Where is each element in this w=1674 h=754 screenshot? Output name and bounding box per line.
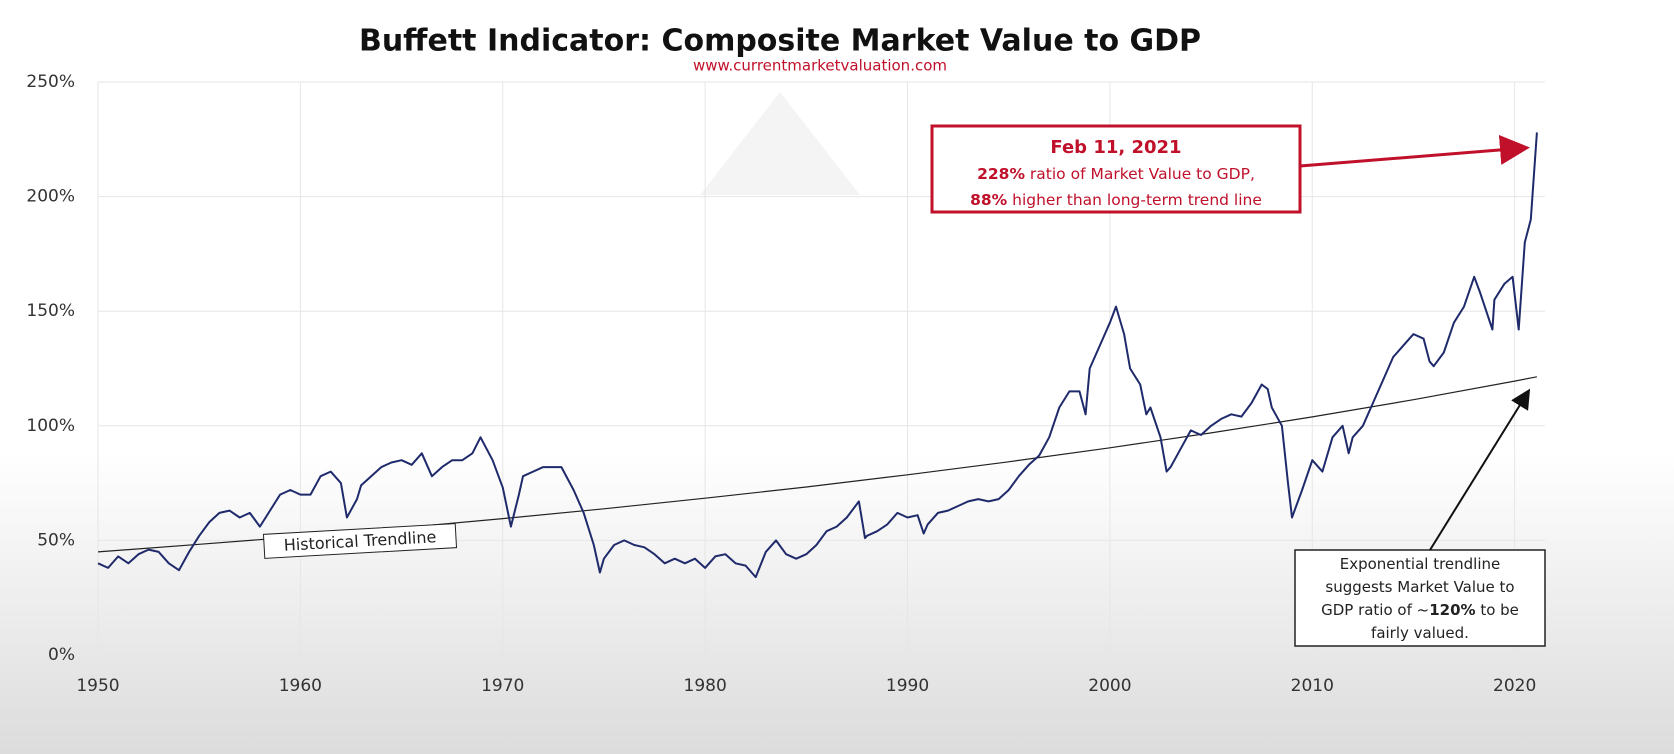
annotation-text: 228% ratio of Market Value to GDP, [977, 165, 1255, 183]
y-tick-label: 200% [26, 187, 75, 207]
annotation-text: suggests Market Value to [1325, 578, 1514, 596]
annotation-text: Exponential trendline [1340, 555, 1501, 573]
annotation-part: Feb 11, 2021 [1050, 137, 1181, 158]
annotation-part: 88% [970, 191, 1008, 209]
annotation-part: suggests Market Value to [1325, 578, 1514, 596]
annotation-part: Exponential trendline [1340, 555, 1501, 573]
x-tick-label: 2000 [1088, 676, 1131, 696]
annotation-text: Feb 11, 2021 [1050, 137, 1181, 158]
annotation-text: GDP ratio of ~120% to be [1321, 601, 1519, 619]
annotation-part: higher than long-term trend line [1007, 191, 1262, 209]
x-tick-label: 1990 [886, 676, 929, 696]
y-tick-label: 50% [37, 530, 75, 550]
x-tick-label: 2010 [1291, 676, 1334, 696]
x-tick-label: 2020 [1493, 676, 1536, 696]
y-tick-label: 100% [26, 416, 75, 436]
chart-title: Buffett Indicator: Composite Market Valu… [359, 24, 1201, 59]
annotation-part: fairly valued. [1371, 624, 1469, 642]
annotation-box [930, 124, 1302, 214]
annotation-part: ratio of Market Value to GDP, [1025, 165, 1255, 183]
annotation-part: 228% [977, 165, 1025, 183]
annotation-part: GDP ratio of ~ [1321, 601, 1429, 619]
series-line [97, 132, 1538, 579]
chart-subtitle: www.currentmarketvaluation.com [693, 57, 947, 75]
y-tick-label: 150% [26, 301, 75, 321]
trend-label: Historical Trendline [262, 523, 458, 559]
x-tick-label: 1980 [684, 676, 727, 696]
annotation-arrow [1299, 134, 1530, 168]
annotation-part: to be [1476, 601, 1519, 619]
annotation-text: fairly valued. [1371, 624, 1469, 642]
y-tick-label: 250% [26, 72, 75, 92]
annotation-text: 88% higher than long-term trend line [970, 191, 1262, 209]
watermark [700, 92, 860, 195]
y-tick-label: 0% [48, 645, 75, 665]
x-tick-label: 1970 [481, 676, 524, 696]
x-tick-label: 1950 [76, 676, 119, 696]
note-arrow [1429, 388, 1531, 551]
x-tick-label: 1960 [279, 676, 322, 696]
trend-label-box [262, 523, 458, 559]
note-box [1294, 549, 1546, 647]
annotation-part: 120% [1429, 601, 1475, 619]
